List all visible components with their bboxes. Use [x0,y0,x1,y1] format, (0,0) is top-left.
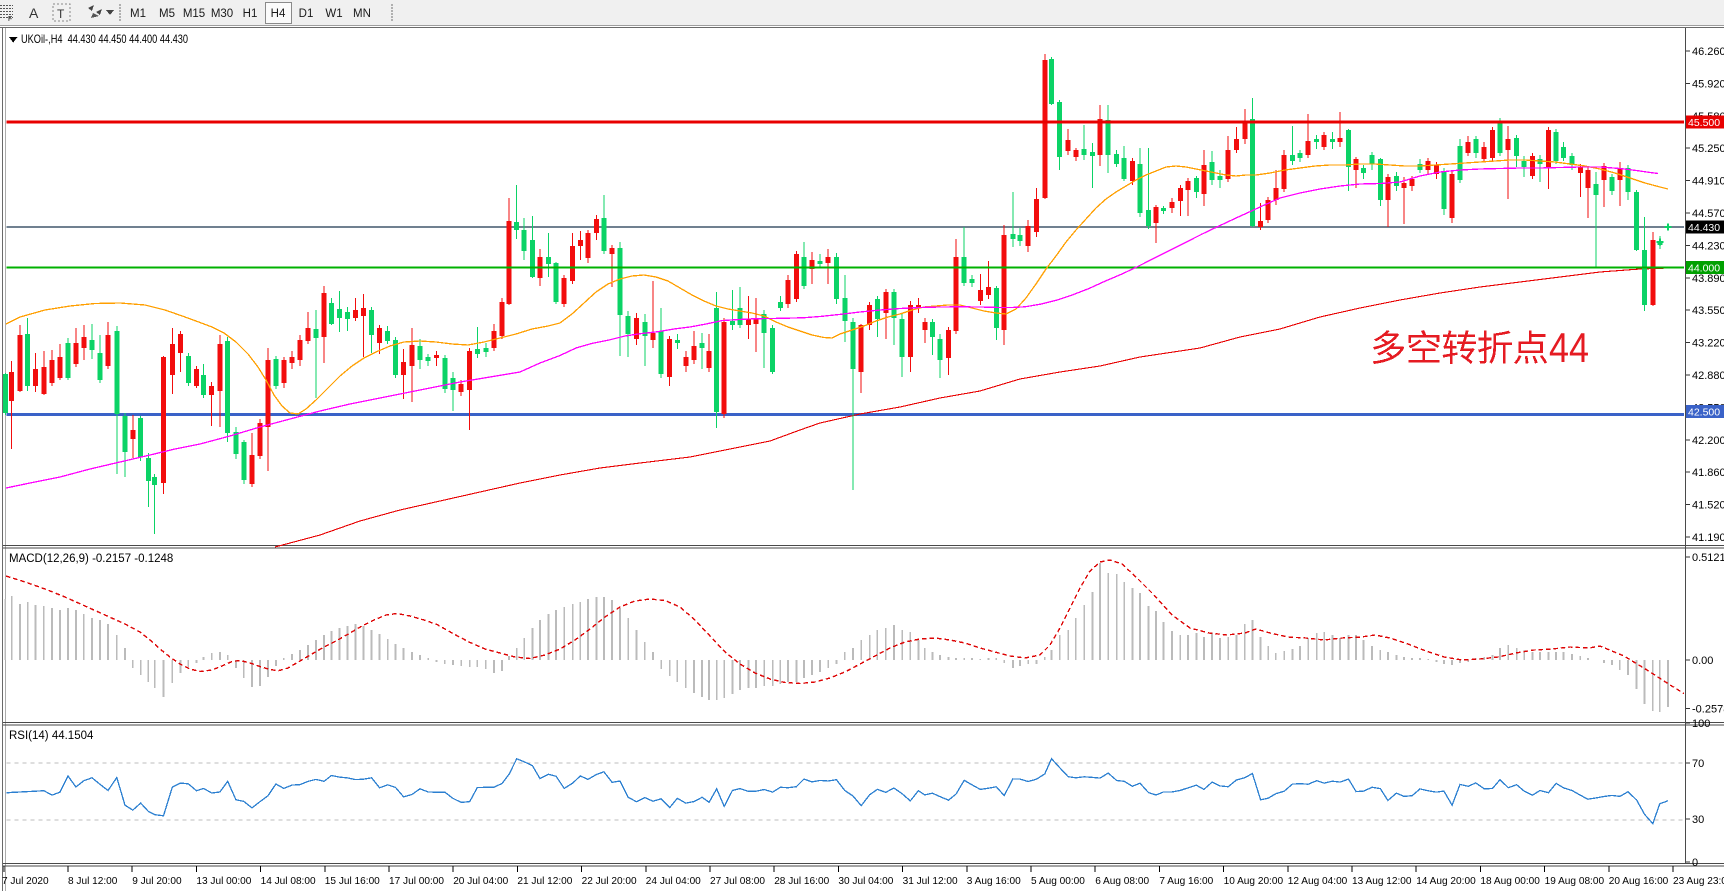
svg-text:27 Jul 08:00: 27 Jul 08:00 [710,876,765,887]
svg-text:30 Jul 04:00: 30 Jul 04:00 [838,876,893,887]
svg-text:19 Aug 08:00: 19 Aug 08:00 [1545,876,1605,887]
svg-text:A: A [29,5,39,21]
svg-text:17 Jul 00:00: 17 Jul 00:00 [389,876,444,887]
svg-text:46.260: 46.260 [1692,46,1724,58]
svg-text:23 Aug 23:00: 23 Aug 23:00 [1673,876,1724,887]
svg-text:70: 70 [1692,758,1704,770]
svg-text:MN: MN [353,8,371,20]
svg-text:41.520: 41.520 [1692,500,1724,512]
svg-text:15 Jul 16:00: 15 Jul 16:00 [325,876,380,887]
svg-text:H1: H1 [243,8,258,20]
svg-text:41.190: 41.190 [1692,532,1724,544]
svg-text:F: F [8,16,12,23]
svg-text:3 Aug 16:00: 3 Aug 16:00 [967,876,1021,887]
svg-text:100: 100 [1692,718,1710,730]
svg-text:20 Jul 04:00: 20 Jul 04:00 [453,876,508,887]
svg-text:18 Aug 00:00: 18 Aug 00:00 [1480,876,1540,887]
svg-text:43.890: 43.890 [1692,273,1724,285]
svg-text:5 Aug 00:00: 5 Aug 00:00 [1031,876,1085,887]
svg-text:12 Aug 04:00: 12 Aug 04:00 [1288,876,1348,887]
svg-text:H4: H4 [271,8,286,20]
svg-text:13 Jul 00:00: 13 Jul 00:00 [196,876,251,887]
svg-text:41.860: 41.860 [1692,467,1724,479]
svg-text:21 Jul 12:00: 21 Jul 12:00 [517,876,572,887]
svg-text:6 Aug 08:00: 6 Aug 08:00 [1095,876,1149,887]
svg-text:14 Aug 20:00: 14 Aug 20:00 [1416,876,1476,887]
svg-text:44.230: 44.230 [1692,240,1724,252]
svg-text:-0.2578: -0.2578 [1692,704,1724,716]
svg-text:43.550: 43.550 [1692,305,1724,317]
svg-text:44: 44 [1549,324,1589,371]
svg-text:45.500: 45.500 [1688,117,1720,129]
svg-text:0.5121: 0.5121 [1692,552,1724,564]
svg-text:M1: M1 [130,8,146,20]
svg-text:MACD(12,26,9) -0.2157 -0.1248: MACD(12,26,9) -0.2157 -0.1248 [9,553,173,565]
svg-text:44.430: 44.430 [1688,222,1720,234]
svg-text:44.910: 44.910 [1692,176,1724,188]
svg-text:M15: M15 [183,8,205,20]
svg-text:45.250: 45.250 [1692,143,1724,155]
svg-text:M30: M30 [211,8,233,20]
svg-text:9 Jul 20:00: 9 Jul 20:00 [132,876,182,887]
svg-text:M5: M5 [159,8,175,20]
svg-text:7 Jul 2020: 7 Jul 2020 [2,876,49,887]
svg-text:42.880: 42.880 [1692,370,1724,382]
svg-text:28 Jul 16:00: 28 Jul 16:00 [774,876,829,887]
svg-text:UKOil-,H4 44.430 44.450 44.40: UKOil-,H4 44.430 44.450 44.400 44.430 [21,32,188,46]
svg-text:8 Jul 12:00: 8 Jul 12:00 [68,876,118,887]
svg-text:14 Jul 08:00: 14 Jul 08:00 [261,876,316,887]
svg-text:0.00: 0.00 [1692,655,1713,667]
svg-text:22 Jul 20:00: 22 Jul 20:00 [582,876,637,887]
svg-text:42.200: 42.200 [1692,435,1724,447]
svg-text:0: 0 [1692,857,1698,869]
svg-text:W1: W1 [325,8,342,20]
svg-text:13 Aug 12:00: 13 Aug 12:00 [1352,876,1412,887]
svg-text:RSI(14) 44.1504: RSI(14) 44.1504 [9,730,94,742]
svg-text:20 Aug 16:00: 20 Aug 16:00 [1609,876,1669,887]
svg-text:45.920: 45.920 [1692,78,1724,90]
svg-text:30: 30 [1692,814,1704,826]
svg-text:43.220: 43.220 [1692,338,1724,350]
svg-text:31 Jul 12:00: 31 Jul 12:00 [903,876,958,887]
svg-text:T: T [57,7,65,21]
svg-text:D1: D1 [299,8,314,20]
svg-text:42.500: 42.500 [1688,406,1720,418]
svg-text:10 Aug 20:00: 10 Aug 20:00 [1224,876,1284,887]
svg-text:7 Aug 16:00: 7 Aug 16:00 [1159,876,1213,887]
svg-text:44.000: 44.000 [1688,263,1720,275]
svg-text:44.570: 44.570 [1692,208,1724,220]
svg-text:24 Jul 04:00: 24 Jul 04:00 [646,876,701,887]
